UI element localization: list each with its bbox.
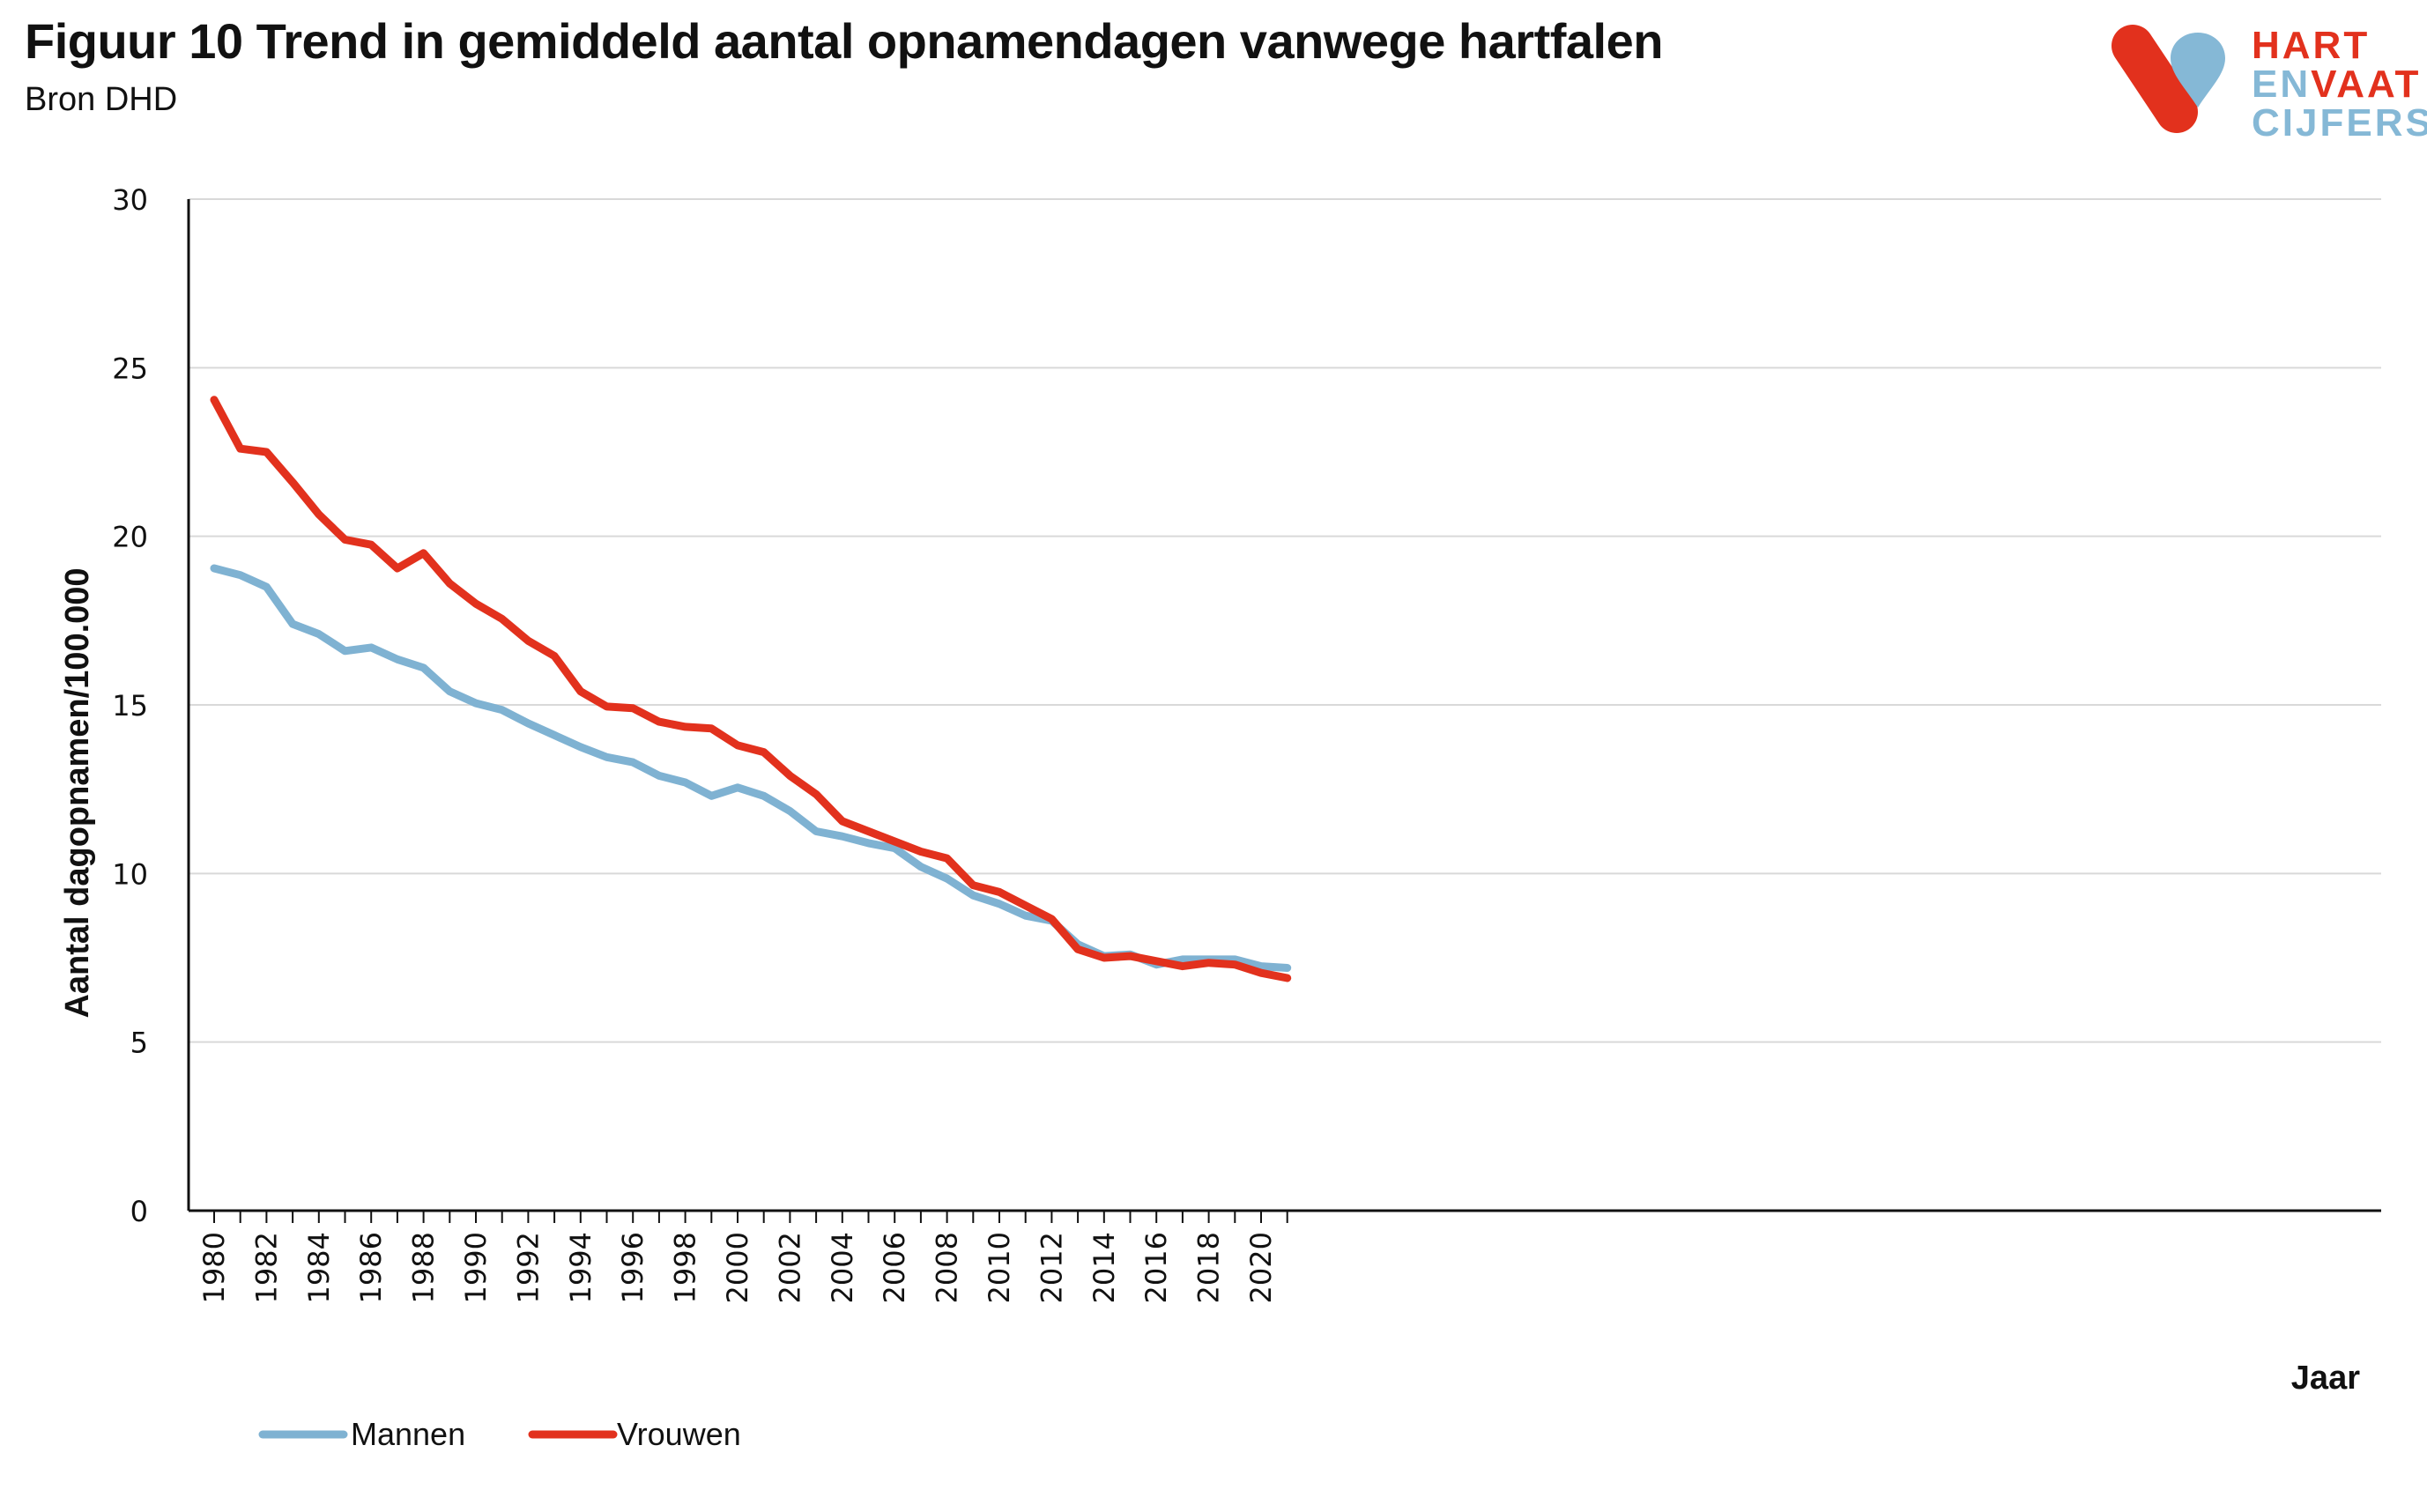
x-tick-label: 2008 [931,1232,964,1303]
x-tick-label: 1980 [197,1232,231,1303]
x-tick-label: 1984 [302,1232,336,1303]
legend-label-mannen: Mannen [351,1416,465,1452]
y-tick-label: 25 [112,352,148,385]
chart-title: Figuur 10 Trend in gemiddeld aantal opna… [25,13,1663,69]
grid-lines [189,198,2381,1043]
logo-text-cijfers: CIJFERS [2252,101,2427,145]
series-line-mannen [210,564,1292,972]
logo-text-vaat: VAAT [2311,63,2422,106]
x-axis-ticks: 1980 1982 1984 1986 1988 1990 1992 1994 1996 1998… [197,1211,1288,1303]
series-line-vrouwen [210,396,1292,982]
legend: Mannen Vrouwen [258,1416,741,1452]
x-tick-label: 2010 [983,1232,1016,1303]
y-tick-label: 30 [112,183,148,217]
y-tick-label: 10 [112,857,148,891]
x-tick-label: 2004 [826,1232,859,1303]
x-tick-label: 1994 [564,1232,597,1303]
hart-en-vaat-cijfers-logo: HART ENVAAT CIJFERS [2106,19,2427,143]
x-tick-label: 1988 [407,1232,441,1303]
y-tick-label: 15 [112,689,148,723]
chart-subtitle: Bron DHD [25,81,178,118]
x-tick-label: 1996 [616,1232,649,1303]
x-axis-label: Jaar [2291,1360,2360,1397]
y-tick-label: 0 [130,1195,148,1228]
x-tick-label: 1992 [511,1232,545,1303]
x-tick-label: 2002 [773,1232,806,1303]
x-tick-label: 1998 [669,1232,702,1303]
logo-drop-icon [2112,25,2225,133]
legend-label-vrouwen: Vrouwen [617,1416,741,1452]
y-tick-label: 20 [112,521,148,554]
x-tick-label: 2016 [1139,1232,1173,1303]
x-tick-label: 2018 [1192,1232,1226,1303]
x-tick-label: 1986 [354,1232,388,1303]
y-axis-label: Aantal dagopnamen/100.000 [59,567,96,1018]
x-tick-label: 1982 [249,1232,283,1303]
x-tick-label: 2020 [1244,1232,1278,1303]
logo-text-en: EN [2252,63,2312,106]
y-axis-ticks: 0 5 10 15 20 25 30 [112,183,148,1228]
y-tick-label: 5 [130,1027,148,1060]
x-tick-label: 1990 [459,1232,493,1303]
x-tick-label: 2014 [1087,1232,1121,1303]
x-tick-label: 2006 [878,1232,911,1303]
x-tick-label: 2000 [721,1232,754,1303]
logo-text-hart: HART [2252,24,2371,67]
x-tick-label: 2012 [1035,1232,1068,1303]
series-lines [210,396,1292,982]
